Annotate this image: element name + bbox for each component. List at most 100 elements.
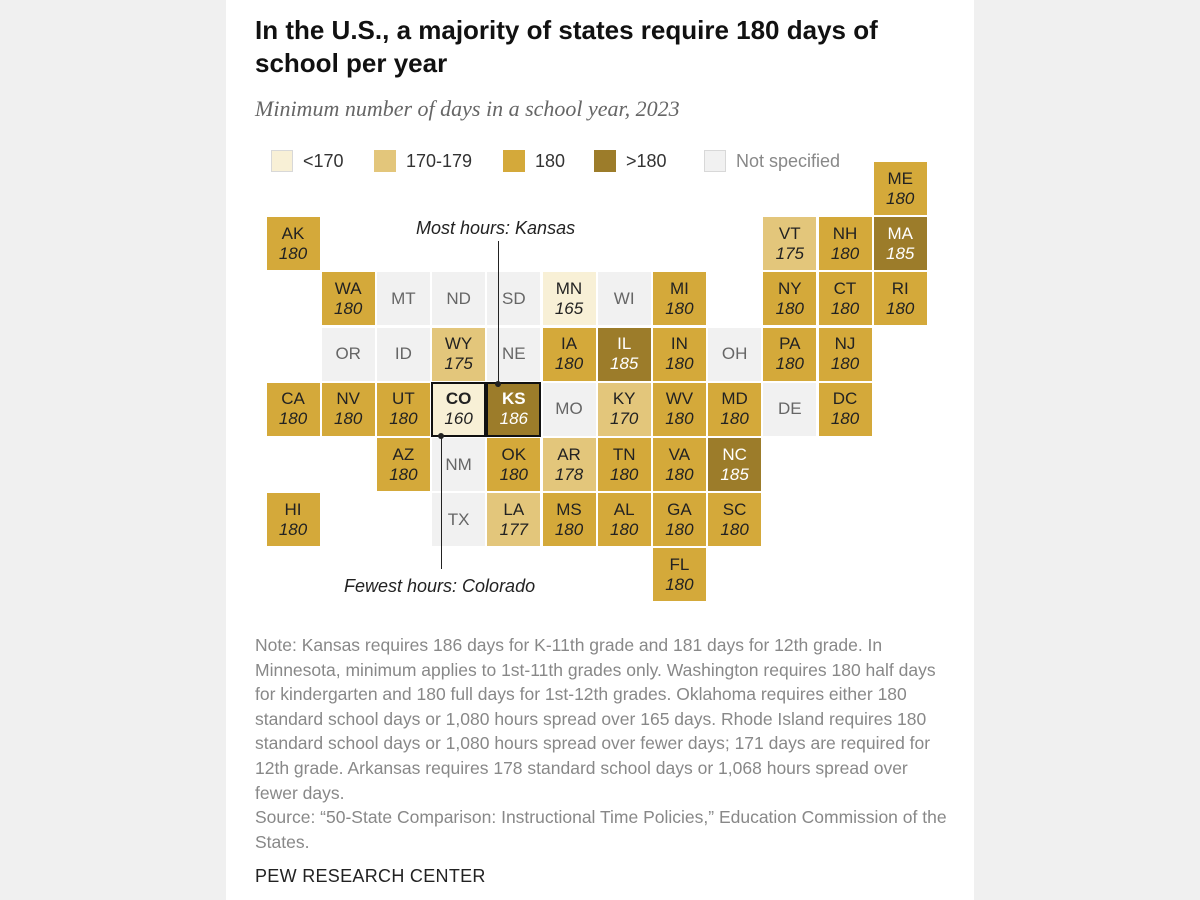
state-tile-la: LA 177 xyxy=(486,492,542,548)
state-abbr: WV xyxy=(665,389,694,409)
state-abbr: MA xyxy=(887,223,913,243)
note-block: Note: Kansas requires 186 days for K-11t… xyxy=(255,633,955,854)
state-abbr: NE xyxy=(501,344,526,364)
legend: <170 170-179 180 >180 Not specified xyxy=(0,150,1200,176)
state-days-value: 180 xyxy=(720,409,749,429)
state-days-value: 180 xyxy=(278,409,308,429)
state-days-value: 180 xyxy=(499,464,528,484)
state-days-value: 180 xyxy=(665,409,694,429)
state-abbr: TN xyxy=(612,444,636,464)
legend-label-not-specified: Not specified xyxy=(736,150,841,171)
state-tile-tn: TN 180 xyxy=(596,437,652,492)
state-tile-ri: RI 180 xyxy=(872,271,928,327)
state-abbr: VA xyxy=(668,444,691,464)
state-days-value: 180 xyxy=(665,298,694,318)
state-abbr: ID xyxy=(394,344,412,364)
state-tile-wi: WI xyxy=(596,271,652,327)
state-tile-mi: MI 180 xyxy=(651,271,707,327)
state-abbr: MT xyxy=(391,288,416,308)
state-days-value: 180 xyxy=(830,354,860,374)
legend-label-lt170: <170 xyxy=(303,150,344,171)
state-tile-wa: WA 180 xyxy=(320,271,376,327)
state-days-value: 160 xyxy=(444,409,473,429)
state-abbr: ME xyxy=(887,168,913,188)
brand-footer: PEW RESEARCH CENTER xyxy=(255,866,486,886)
state-abbr: NH xyxy=(832,223,858,243)
state-abbr: AZ xyxy=(392,444,415,464)
state-abbr: IN xyxy=(670,334,688,354)
state-tile-nj: NJ 180 xyxy=(817,326,873,382)
state-days-value: 185 xyxy=(886,243,915,263)
annotation-most-hours: Most hours: Kansas xyxy=(416,218,576,238)
state-days-value: 175 xyxy=(775,243,804,263)
state-tile-il: IL 185 xyxy=(596,326,652,382)
state-days-value: 180 xyxy=(389,409,418,429)
note-text: Note: Kansas requires 186 days for K-11t… xyxy=(255,635,936,803)
state-tile-md: MD 180 xyxy=(707,381,763,437)
state-days-value: 175 xyxy=(444,354,473,374)
state-abbr: TX xyxy=(447,509,470,529)
state-abbr: PA xyxy=(779,334,801,354)
state-tile-vt: VT 175 xyxy=(762,216,818,272)
state-abbr: HI xyxy=(284,499,302,519)
state-days-value: 180 xyxy=(886,188,915,208)
state-days-value: 180 xyxy=(334,409,363,429)
state-tile-nv: NV 180 xyxy=(320,381,376,437)
state-days-value: 180 xyxy=(334,298,363,318)
state-tile-me: ME 180 xyxy=(872,161,928,216)
state-tile-ma: MA 185 xyxy=(872,216,928,272)
state-tile-de: DE xyxy=(762,381,818,437)
state-days-value: 180 xyxy=(830,298,860,318)
state-abbr: AR xyxy=(557,444,581,464)
state-tile-oh: OH xyxy=(707,326,763,382)
state-tile-nd: ND xyxy=(431,271,487,327)
state-tile-ut: UT 180 xyxy=(375,381,431,437)
state-tile-hi: HI 180 xyxy=(265,492,321,548)
annotation-fewest-hours: Fewest hours: Colorado xyxy=(344,576,536,596)
annotation-dot-kansas xyxy=(495,381,501,387)
state-tile-id: ID xyxy=(375,326,431,382)
state-abbr: NY xyxy=(777,278,802,298)
state-tile-ky: KY 170 xyxy=(596,381,652,437)
state-abbr: LA xyxy=(503,499,525,519)
legend-item-lt170: <170 xyxy=(271,150,344,172)
state-abbr: UT xyxy=(392,389,415,409)
state-abbr: IL xyxy=(617,334,632,354)
legend-label-180: 180 xyxy=(535,150,566,171)
state-tile-nc: NC 185 xyxy=(707,437,763,492)
state-tile-nh: NH 180 xyxy=(817,216,873,272)
state-tile-in: IN 180 xyxy=(651,326,707,382)
state-days-value: 180 xyxy=(665,354,694,374)
state-abbr: RI xyxy=(891,278,909,298)
state-tile-ak: AK 180 xyxy=(265,216,321,272)
state-days-value: 165 xyxy=(554,298,584,318)
legend-label-170-179: 170-179 xyxy=(406,150,473,171)
state-days-value: 180 xyxy=(665,464,694,484)
state-days-value: 180 xyxy=(278,519,308,539)
state-abbr: WY xyxy=(444,334,473,354)
state-tile-ar: AR 178 xyxy=(541,437,597,492)
legend-swatch-gt180 xyxy=(594,150,616,172)
state-days-value: 177 xyxy=(499,519,528,539)
state-abbr: OH xyxy=(721,344,748,364)
state-tile-mt: MT xyxy=(375,271,431,327)
state-abbr: OR xyxy=(335,344,361,364)
state-tile-ks: KS 186 xyxy=(486,381,542,437)
state-abbr: MS xyxy=(556,499,582,519)
state-tile-sc: SC 180 xyxy=(707,492,763,548)
state-abbr: NJ xyxy=(834,334,856,354)
state-tile-or: OR xyxy=(320,326,376,382)
legend-label-gt180: >180 xyxy=(626,150,667,171)
annotation-leader-colorado xyxy=(441,436,442,569)
state-abbr: AK xyxy=(281,223,305,243)
state-days-value: 180 xyxy=(389,464,418,484)
annotation-leader-kansas xyxy=(498,241,499,387)
state-abbr: MI xyxy=(669,278,689,298)
state-days-value: 180 xyxy=(775,354,804,374)
state-tile-tx: TX xyxy=(431,492,487,548)
state-tile-fl: FL 180 xyxy=(651,547,707,603)
state-days-value: 178 xyxy=(554,464,584,484)
state-tile-az: AZ 180 xyxy=(375,437,431,492)
state-tile-va: VA 180 xyxy=(651,437,707,492)
